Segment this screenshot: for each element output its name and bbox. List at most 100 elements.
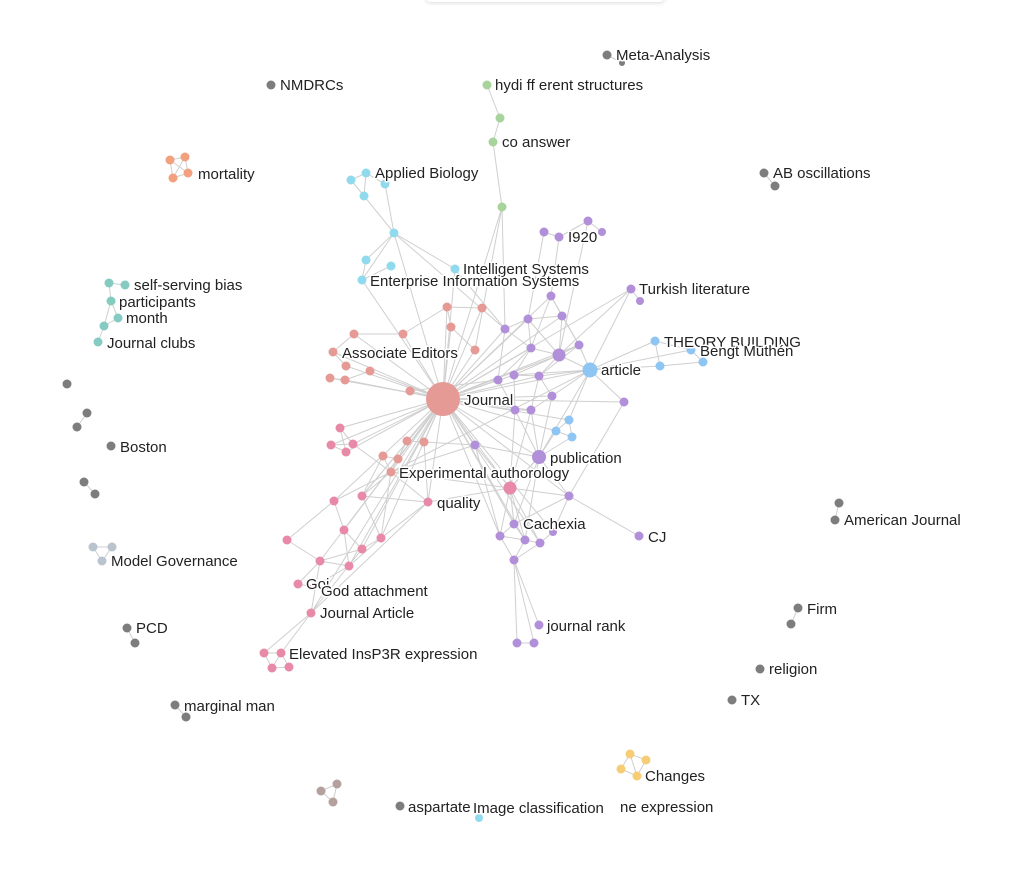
node-mo2[interactable]	[180, 152, 190, 162]
node-exp[interactable]	[386, 467, 396, 477]
node-pk5[interactable]	[357, 544, 367, 554]
node-firm1[interactable]	[793, 603, 803, 613]
node-mm2[interactable]	[181, 712, 191, 722]
node-s7[interactable]	[470, 345, 480, 355]
node-s15[interactable]	[393, 454, 403, 464]
node-s4[interactable]	[442, 302, 452, 312]
node-pu12[interactable]	[510, 405, 520, 415]
node-mg2[interactable]	[107, 542, 117, 552]
node-lg3[interactable]	[72, 422, 82, 432]
node-ca3[interactable]	[520, 535, 530, 545]
node-p920b[interactable]	[539, 227, 549, 237]
node-ch3[interactable]	[616, 764, 626, 774]
node-s10[interactable]	[340, 375, 350, 385]
node-pcd2[interactable]	[130, 638, 140, 648]
node-s16[interactable]	[419, 437, 429, 447]
node-ca1[interactable]	[509, 519, 519, 529]
node-jr[interactable]	[534, 620, 544, 630]
node-ch2[interactable]	[641, 755, 651, 765]
node-assoc[interactable]	[328, 347, 338, 357]
node-pu15[interactable]	[470, 440, 480, 450]
node-god[interactable]	[309, 583, 317, 591]
node-hy[interactable]	[482, 80, 492, 90]
node-meta[interactable]	[602, 50, 612, 60]
node-ta3[interactable]	[328, 797, 338, 807]
node-b3[interactable]	[551, 426, 561, 436]
node-p920[interactable]	[554, 232, 564, 242]
node-s11[interactable]	[365, 366, 375, 376]
node-aj1[interactable]	[834, 498, 844, 508]
node-b4[interactable]	[567, 432, 577, 442]
node-mg3[interactable]	[97, 556, 107, 566]
node-pk6[interactable]	[282, 535, 292, 545]
node-asp[interactable]	[395, 801, 405, 811]
node-ch1[interactable]	[625, 749, 635, 759]
node-ss1[interactable]	[104, 278, 114, 288]
node-ca2[interactable]	[495, 531, 505, 541]
top-panel-tab[interactable]	[425, 0, 665, 2]
node-ab2[interactable]	[346, 175, 356, 185]
node-th1[interactable]	[650, 336, 660, 346]
node-mg1[interactable]	[88, 542, 98, 552]
node-pk8[interactable]	[344, 561, 354, 571]
node-ab4[interactable]	[359, 191, 369, 201]
node-ev4[interactable]	[284, 662, 294, 672]
node-p920d[interactable]	[598, 228, 606, 236]
node-th2[interactable]	[686, 345, 696, 355]
node-jr3[interactable]	[529, 638, 539, 648]
node-pu6[interactable]	[552, 348, 566, 362]
node-ss2[interactable]	[120, 280, 130, 290]
node-s12[interactable]	[405, 386, 415, 396]
node-pu7[interactable]	[526, 343, 536, 353]
node-pcd1[interactable]	[122, 623, 132, 633]
node-tx[interactable]	[727, 695, 737, 705]
node-pk4[interactable]	[376, 533, 386, 543]
node-mo3[interactable]	[168, 173, 178, 183]
node-s5[interactable]	[477, 303, 487, 313]
node-lg5[interactable]	[90, 489, 100, 499]
node-co[interactable]	[488, 137, 498, 147]
node-pu4[interactable]	[500, 324, 510, 334]
node-int[interactable]	[450, 264, 460, 274]
node-ent2[interactable]	[361, 255, 371, 265]
node-ja[interactable]	[306, 608, 316, 618]
node-pk10[interactable]	[326, 440, 336, 450]
node-ca6[interactable]	[509, 555, 519, 565]
node-ca4[interactable]	[535, 538, 545, 548]
node-pk12[interactable]	[335, 423, 345, 433]
node-lg2[interactable]	[82, 408, 92, 418]
node-ent[interactable]	[357, 275, 367, 285]
node-ta1[interactable]	[332, 779, 342, 789]
node-jr2[interactable]	[512, 638, 522, 648]
node-turk[interactable]	[626, 284, 636, 294]
node-ab3[interactable]	[380, 179, 390, 189]
node-pu13[interactable]	[526, 405, 536, 415]
node-pu11[interactable]	[547, 391, 557, 401]
node-s13[interactable]	[402, 436, 412, 446]
node-pu14[interactable]	[619, 397, 629, 407]
node-pk11[interactable]	[341, 447, 351, 457]
node-s14[interactable]	[378, 451, 388, 461]
node-mo4[interactable]	[183, 168, 193, 178]
node-pk1[interactable]	[329, 496, 339, 506]
node-s3[interactable]	[398, 329, 408, 339]
node-pu10[interactable]	[493, 375, 503, 385]
node-s9[interactable]	[325, 373, 335, 383]
node-ab1[interactable]	[361, 168, 371, 178]
node-s6[interactable]	[446, 322, 456, 332]
node-pu1[interactable]	[546, 291, 556, 301]
node-th4[interactable]	[698, 357, 708, 367]
node-lg1[interactable]	[62, 379, 72, 389]
node-ev2[interactable]	[276, 648, 286, 658]
node-pu3[interactable]	[523, 314, 533, 324]
node-cj[interactable]	[634, 531, 644, 541]
node-pu9[interactable]	[534, 371, 544, 381]
node-pu8[interactable]	[509, 370, 519, 380]
node-rel[interactable]	[755, 664, 765, 674]
node-ev1[interactable]	[259, 648, 269, 658]
node-pk3[interactable]	[339, 525, 349, 535]
node-goi[interactable]	[293, 579, 303, 589]
node-p920c[interactable]	[583, 216, 593, 226]
node-ab5[interactable]	[389, 228, 399, 238]
node-ss6[interactable]	[93, 337, 103, 347]
